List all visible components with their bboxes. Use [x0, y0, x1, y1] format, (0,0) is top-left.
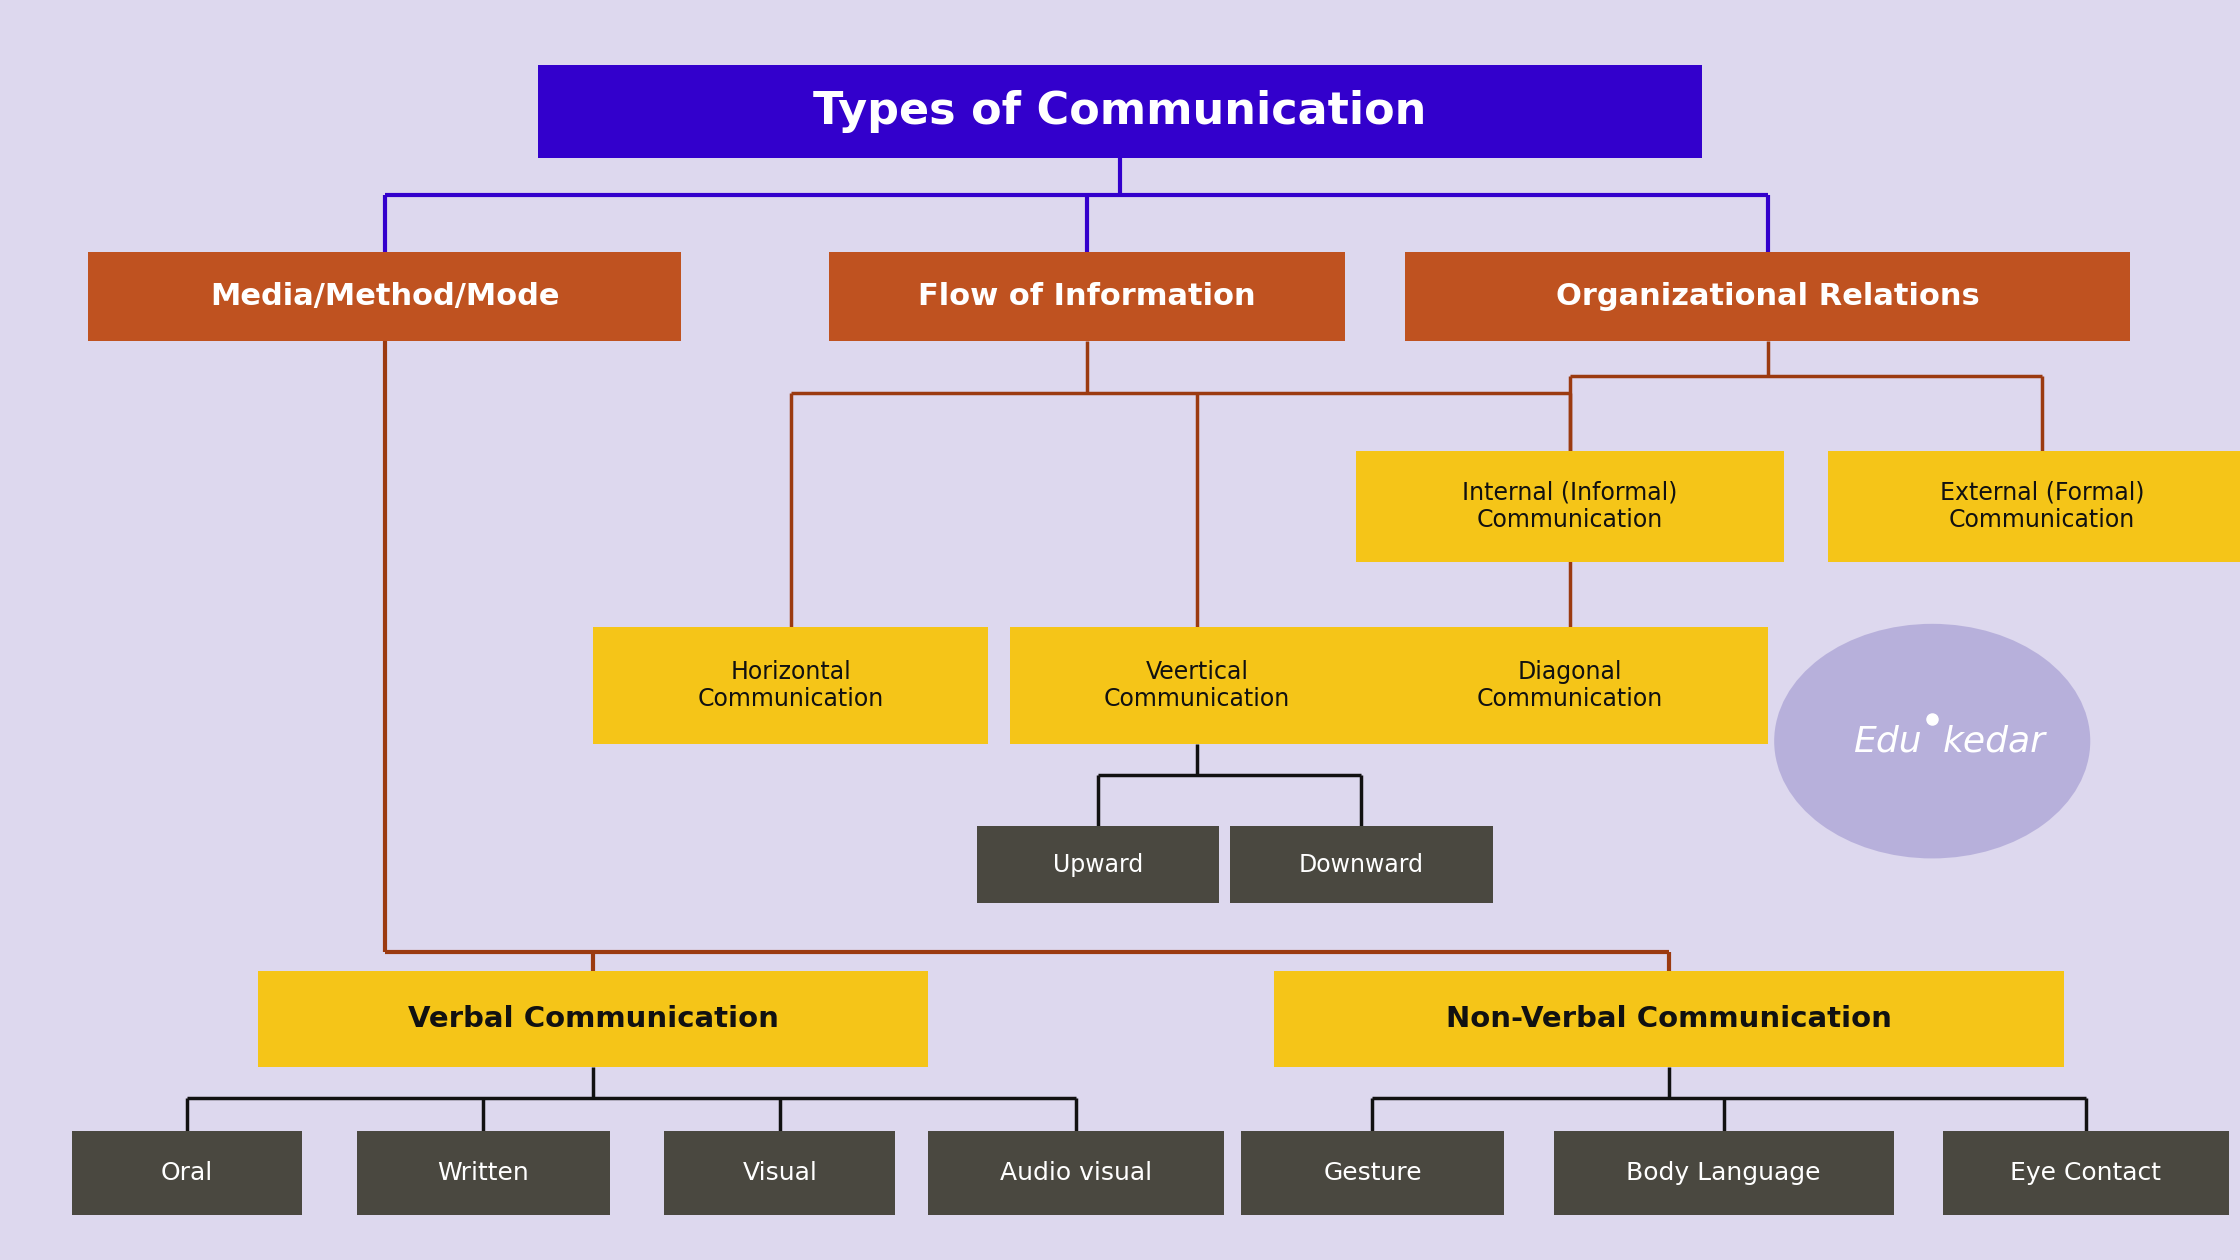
Text: Gesture: Gesture	[1324, 1162, 1422, 1186]
Ellipse shape	[1774, 624, 2090, 858]
FancyBboxPatch shape	[1230, 827, 1494, 903]
Text: Edu: Edu	[1852, 724, 1922, 759]
FancyBboxPatch shape	[927, 1131, 1225, 1216]
FancyBboxPatch shape	[1373, 627, 1767, 745]
FancyBboxPatch shape	[72, 1131, 302, 1216]
FancyBboxPatch shape	[1404, 252, 2130, 341]
FancyBboxPatch shape	[87, 252, 681, 341]
Text: Body Language: Body Language	[1626, 1162, 1821, 1186]
FancyBboxPatch shape	[665, 1131, 896, 1216]
Text: External (Formal)
Communication: External (Formal) Communication	[1940, 480, 2144, 533]
Text: Written: Written	[437, 1162, 529, 1186]
Text: Downward: Downward	[1299, 853, 1425, 877]
Text: Types of Communication: Types of Communication	[813, 89, 1427, 132]
FancyBboxPatch shape	[258, 970, 927, 1067]
Text: Oral: Oral	[161, 1162, 213, 1186]
FancyBboxPatch shape	[1555, 1131, 1893, 1216]
FancyBboxPatch shape	[594, 627, 988, 745]
Text: Internal (Informal)
Communication: Internal (Informal) Communication	[1463, 480, 1678, 533]
FancyBboxPatch shape	[1355, 451, 1783, 562]
Text: Veertical
Communication: Veertical Communication	[1104, 660, 1290, 712]
Text: Media/Method/Mode: Media/Method/Mode	[211, 282, 560, 311]
Text: Visual: Visual	[741, 1162, 818, 1186]
FancyBboxPatch shape	[1942, 1131, 2229, 1216]
Text: Organizational Relations: Organizational Relations	[1557, 282, 1980, 311]
Text: Non-Verbal Communication: Non-Verbal Communication	[1445, 1005, 1893, 1033]
FancyBboxPatch shape	[538, 66, 1702, 158]
Text: Eye Contact: Eye Contact	[2009, 1162, 2162, 1186]
FancyBboxPatch shape	[356, 1131, 609, 1216]
Text: Diagonal
Communication: Diagonal Communication	[1476, 660, 1662, 712]
FancyBboxPatch shape	[1241, 1131, 1503, 1216]
Text: Verbal Communication: Verbal Communication	[408, 1005, 780, 1033]
FancyBboxPatch shape	[1275, 970, 2063, 1067]
FancyBboxPatch shape	[1010, 627, 1384, 745]
Text: Horizontal
Communication: Horizontal Communication	[697, 660, 885, 712]
Text: Flow of Information: Flow of Information	[918, 282, 1257, 311]
FancyBboxPatch shape	[1828, 451, 2240, 562]
Text: Upward: Upward	[1053, 853, 1142, 877]
FancyBboxPatch shape	[829, 252, 1344, 341]
Text: Audio visual: Audio visual	[999, 1162, 1151, 1186]
FancyBboxPatch shape	[977, 827, 1219, 903]
Text: kedar: kedar	[1942, 724, 2045, 759]
